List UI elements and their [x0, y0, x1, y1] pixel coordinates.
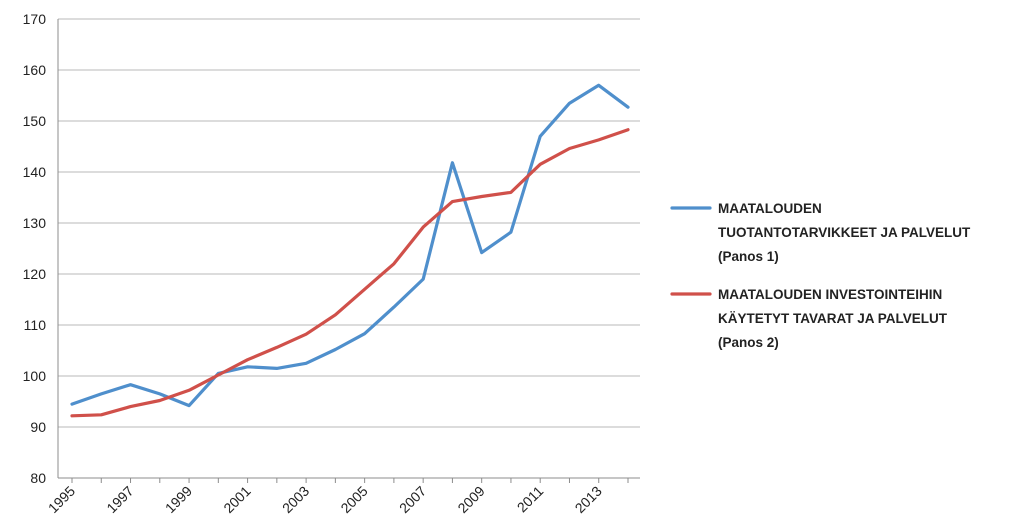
y-tick-label: 90: [30, 419, 46, 435]
y-tick-label: 160: [23, 62, 47, 78]
y-tick-label: 100: [23, 368, 47, 384]
x-tick-label: 2013: [572, 483, 605, 516]
y-tick-label: 170: [23, 11, 47, 27]
axis-layer: 80 90 100 110 120 130 140 150 160 170 1995 1997 1999…: [23, 11, 640, 516]
y-tick-label: 140: [23, 164, 47, 180]
y-tick-label: 110: [24, 317, 47, 333]
x-tick-label: 2009: [454, 483, 487, 516]
legend-label-panos-2: (Panos 2): [718, 335, 779, 350]
x-tick-label: 1997: [103, 483, 136, 516]
legend-label-panos-1: TUOTANTOTARVIKKEET JA PALVELUT: [718, 225, 971, 240]
series-line-panos-2: [70, 128, 630, 418]
x-tick-label: 2001: [220, 483, 253, 516]
x-tick-label: 1999: [162, 483, 195, 516]
legend-label-panos-1: (Panos 1): [718, 249, 779, 264]
x-tick-label: 2003: [279, 483, 312, 516]
x-tick-label: 2005: [337, 483, 370, 516]
y-tick-label: 120: [23, 266, 47, 282]
x-tick-label: 1995: [45, 483, 78, 516]
legend-label-panos-2: KÄYTETYT TAVARAT JA PALVELUT: [718, 311, 948, 326]
x-tick-label: 2007: [396, 483, 429, 516]
legend-label-panos-1: MAATALOUDEN: [718, 201, 822, 216]
y-tick-label: 130: [23, 215, 47, 231]
x-tick-label: 2011: [514, 483, 547, 516]
legend: MAATALOUDEN TUOTANTOTARVIKKEET JA PALVELU…: [670, 201, 971, 350]
series-line-panos-1: [70, 83, 630, 408]
y-tick-label: 80: [30, 470, 46, 486]
legend-label-panos-2: MAATALOUDEN INVESTOINTEIHIN: [718, 287, 942, 302]
series-layer: [70, 83, 630, 418]
y-tick-label: 150: [23, 113, 47, 129]
grid-layer: [58, 18, 640, 479]
